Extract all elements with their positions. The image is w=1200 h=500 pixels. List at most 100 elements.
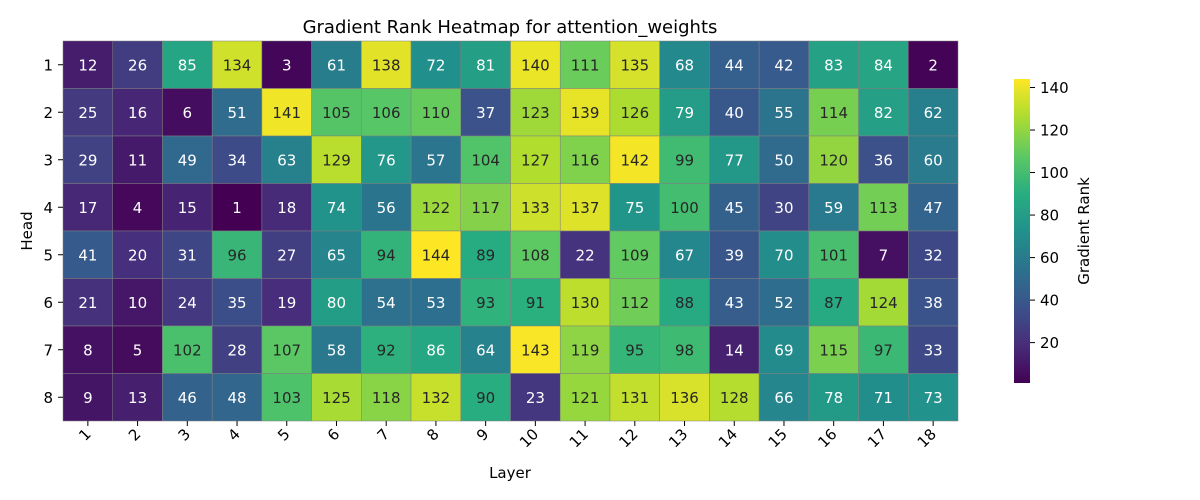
heatmap-cell [908,40,959,89]
x-tick-label: 14 [715,425,741,451]
heatmap-cell [311,373,362,422]
cell-value-label: 82 [874,104,893,122]
heatmap-cell [609,278,660,327]
y-tick-label: 1 [43,56,53,74]
cell-value-label: 54 [377,294,396,312]
heatmap-cell [758,183,810,232]
cell-value-label: 94 [377,246,396,264]
cell-value-label: 131 [620,389,649,407]
heatmap-cell [162,230,213,279]
heatmap-cell [510,230,561,279]
cell-value-label: 119 [571,341,600,359]
cell-value-label: 71 [874,389,893,407]
cell-value-label: 68 [675,56,694,74]
cell-value-label: 5 [133,341,143,359]
heatmap-cell [858,278,909,327]
heatmap-cell [908,325,959,374]
heatmap-cell [510,278,561,327]
x-tick-label: 16 [814,425,840,451]
cell-value-label: 137 [571,199,600,217]
colorbar-tick-label: 80 [1040,207,1059,225]
x-axis-label: Layer [489,464,532,482]
y-tick-label: 4 [43,199,53,217]
heatmap-cell [112,183,163,232]
cell-value-label: 112 [620,294,649,312]
cell-value-label: 102 [173,341,202,359]
y-tick-label: 3 [43,151,53,169]
cell-value-label: 69 [774,341,793,359]
cell-value-label: 101 [819,246,848,264]
cell-value-label: 18 [277,199,296,217]
cell-value-label: 4 [133,199,143,217]
heatmap-cell [112,135,163,184]
heatmap-cell [510,88,561,137]
heatmap-cell [112,88,163,137]
cell-value-label: 53 [426,294,445,312]
cell-value-label: 60 [924,151,943,169]
cell-value-label: 67 [675,246,694,264]
cell-value-label: 58 [327,341,346,359]
heatmap-cell [211,88,263,137]
heatmap-cell [659,278,710,327]
heatmap-cell [659,325,710,374]
cell-value-label: 44 [725,56,744,74]
cell-value-label: 48 [227,389,246,407]
colorbar-label: Gradient Rank [1075,177,1093,285]
heatmap-cell [162,88,213,137]
cell-value-label: 135 [620,56,649,74]
chart-title: Gradient Rank Heatmap for attention_weig… [303,17,718,38]
y-tick-label: 8 [43,389,53,407]
cell-value-label: 109 [620,246,649,264]
heatmap-cell [62,88,113,137]
heatmap-cell [709,40,760,89]
cell-value-label: 93 [476,294,495,312]
cell-value-label: 11 [128,151,147,169]
x-tick-label: 7 [374,425,393,444]
heatmap-cell [908,88,959,137]
cell-value-label: 10 [128,294,147,312]
heatmap-cell [261,325,312,374]
cell-value-label: 138 [372,56,401,74]
heatmap-cell [559,88,611,137]
x-tick-label: 4 [224,425,243,444]
heatmap-cells: 12 26 85 134 3 61 138 72 81 140 111 135 68 44 42 83 84 22… [62,40,959,422]
cell-value-label: 136 [670,389,699,407]
cell-value-label: 133 [521,199,550,217]
cell-value-label: 139 [571,104,600,122]
heatmap-cell [460,278,511,327]
y-tick-label: 7 [43,341,53,359]
heatmap-cell [510,325,561,374]
cell-value-label: 39 [725,246,744,264]
heatmap-cell [361,230,412,279]
heatmap-cell [62,373,113,422]
heatmap-cell [112,230,163,279]
cell-value-label: 117 [471,199,500,217]
heatmap-cell [808,278,859,327]
heatmap-cell [808,183,859,232]
cell-value-label: 23 [526,389,545,407]
heatmap-cell [410,373,462,422]
heatmap-cell [709,278,760,327]
heatmap-cell [858,88,909,137]
heatmap-cell [858,373,909,422]
cell-value-label: 110 [422,104,451,122]
heatmap-cell [808,373,859,422]
cell-value-label: 65 [327,246,346,264]
cell-value-label: 108 [521,246,550,264]
cell-value-label: 134 [223,56,252,74]
cell-value-label: 104 [471,151,500,169]
heatmap-cell [908,183,959,232]
cell-value-label: 90 [476,389,495,407]
cell-value-label: 22 [576,246,595,264]
cell-value-label: 88 [675,294,694,312]
cell-value-label: 121 [571,389,600,407]
x-tick-label: 2 [125,425,144,444]
heatmap-cell [709,325,760,374]
heatmap-cell [62,40,113,89]
x-tick-label: 15 [765,425,791,451]
cell-value-label: 46 [178,389,197,407]
heatmap-cell [211,230,263,279]
heatmap-cell [410,325,462,374]
heatmap-cell [112,325,163,374]
cell-value-label: 125 [322,389,351,407]
